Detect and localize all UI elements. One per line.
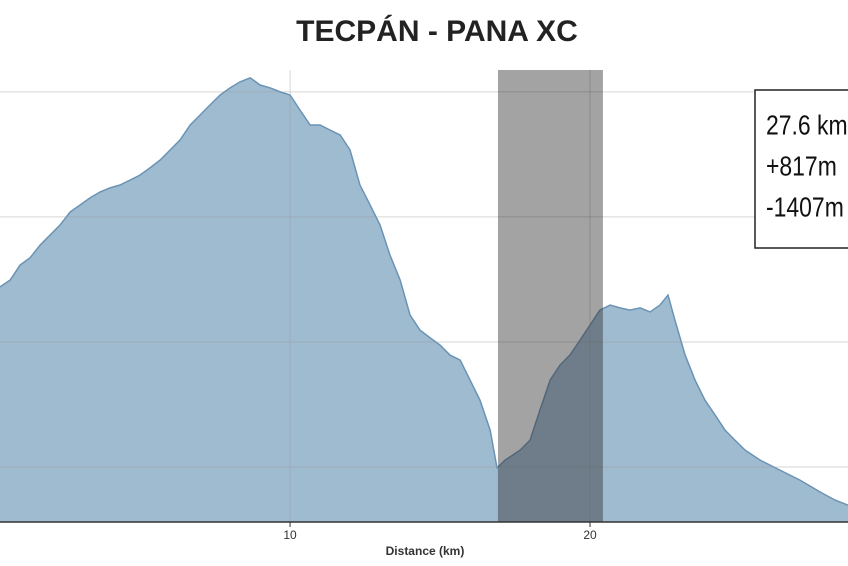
annotation-text: -1407m xyxy=(766,192,844,223)
annotation-text: 27.6 km xyxy=(766,110,848,141)
elevation-line xyxy=(0,76,848,506)
x-axis-label: Distance (km) xyxy=(386,544,465,558)
x-tick-label: 10 xyxy=(283,528,297,542)
highlight-band xyxy=(497,70,603,522)
chart-title: TECPÁN - PANA XC xyxy=(296,14,578,48)
x-tick-label: 20 xyxy=(583,528,597,542)
elevation-area xyxy=(0,77,848,522)
annotation-box xyxy=(754,89,848,249)
annotation-text: +817m xyxy=(766,151,837,182)
